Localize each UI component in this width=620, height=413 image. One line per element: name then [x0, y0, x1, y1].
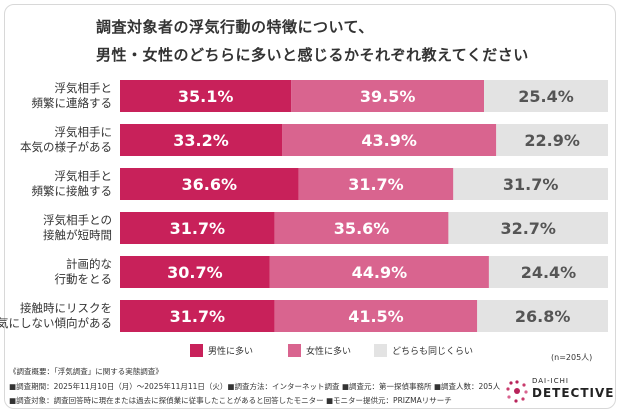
bar-segment — [120, 300, 275, 332]
data-label: 43.9% — [361, 131, 417, 150]
legend-item-same: どちらも同じくらい — [374, 344, 473, 357]
data-label: 30.7% — [167, 263, 223, 282]
legend-label-female: 女性に多い — [306, 347, 352, 357]
chart-title-line1: 調査対象者の浮気行動の特徴について、 — [96, 18, 374, 36]
category-label: 頻繁に連絡する — [32, 96, 113, 110]
bar-segment — [120, 168, 299, 200]
chart-title-line2: 男性・女性のどちらに多いと感じるかそれぞれ教えてください — [96, 46, 529, 64]
data-label: 41.5% — [348, 307, 404, 326]
bar-segment — [477, 300, 608, 332]
company-logo: DAI-ICHI DETECTIVE — [500, 376, 613, 406]
logo-mark-icon — [506, 380, 528, 403]
bar-segment — [282, 124, 497, 156]
bar-segment — [453, 168, 608, 200]
data-label: 31.7% — [348, 175, 404, 194]
data-label: 31.7% — [170, 307, 226, 326]
bar-segment — [274, 212, 449, 244]
data-label: 31.7% — [170, 219, 226, 238]
data-label: 26.8% — [515, 307, 571, 326]
category-label: 接触時にリスクを — [20, 301, 112, 315]
category-label: 気にしない傾向がある — [0, 316, 112, 330]
sample-size-note: (n=205人) — [551, 353, 593, 362]
data-label: 39.5% — [360, 87, 416, 106]
logo-wordmark: DETECTIVE — [532, 386, 615, 400]
bar-segment — [448, 212, 608, 244]
category-label: 行動をとる — [55, 272, 113, 286]
legend-item-female: 女性に多い — [288, 344, 351, 357]
footer-survey-target: ■調査対象：調査回答時に現在または過去に探偵業に従事したことがあると回答したモニ… — [9, 396, 452, 405]
footer-survey-overview: 《調査概要：「浮気調査」に関する実態調査》 — [9, 367, 163, 376]
data-label: 32.7% — [500, 219, 556, 238]
bar-segment — [484, 80, 608, 112]
chart-legend: 男性に多い 女性に多い どちらも同じくらい — [0, 344, 620, 358]
data-label: 22.9% — [524, 131, 580, 150]
category-label: 本気の様子がある — [20, 140, 112, 154]
bar-segment — [120, 124, 283, 156]
legend-item-male: 男性に多い — [190, 344, 253, 357]
bar-segment — [274, 300, 478, 332]
category-label: 頻繁に接触する — [32, 184, 113, 198]
category-label: 接触が短時間 — [43, 228, 112, 242]
category-label: 計画的な — [66, 257, 112, 271]
data-label: 35.6% — [334, 219, 390, 238]
bar-segment — [298, 168, 454, 200]
bar-segment — [496, 124, 608, 156]
legend-swatch-male — [190, 344, 203, 357]
legend-label-same: どちらも同じくらい — [392, 347, 474, 357]
category-label: 浮気相手と — [55, 169, 113, 183]
category-label: 浮気相手との — [43, 213, 112, 227]
data-label: 31.7% — [503, 175, 559, 194]
legend-swatch-same — [374, 344, 387, 357]
data-label: 36.6% — [182, 175, 238, 194]
footer-survey-details: ■調査期間：2025年11月10日（月）〜2025年11月11日（火）■調査方法… — [9, 382, 501, 391]
data-label: 35.1% — [178, 87, 234, 106]
chart-frame — [4, 4, 616, 409]
data-label: 33.2% — [173, 131, 229, 150]
category-label: 浮気相手に — [55, 125, 113, 139]
bar-segment — [291, 80, 485, 112]
logo-subtext: DAI-ICHI — [532, 377, 569, 385]
bar-segment — [120, 80, 292, 112]
data-label: 44.9% — [352, 263, 408, 282]
category-label: 浮気相手と — [55, 81, 113, 95]
data-label: 25.4% — [518, 87, 574, 106]
bar-segment — [488, 256, 608, 288]
legend-label-male: 男性に多い — [208, 347, 254, 357]
bar-segment — [269, 256, 489, 288]
legend-swatch-female — [288, 344, 301, 357]
bar-segment — [120, 256, 270, 288]
data-label: 24.4% — [521, 263, 577, 282]
bar-segment — [120, 212, 275, 244]
